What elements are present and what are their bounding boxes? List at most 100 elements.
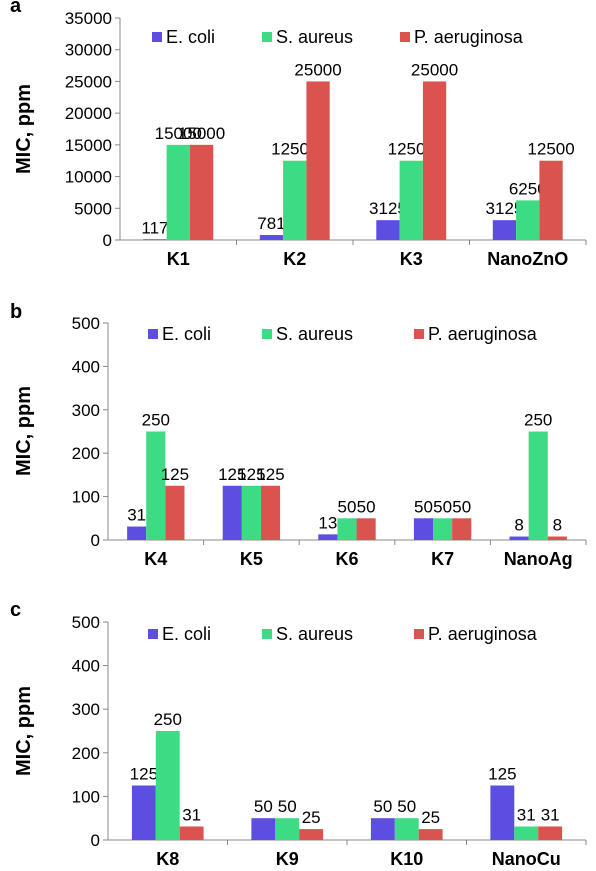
bar-s-aureus	[394, 818, 419, 840]
data-label: 31	[517, 805, 536, 824]
data-label: 250	[142, 411, 170, 430]
legend-label: P. aeruginosa	[414, 27, 524, 47]
data-label: 50	[373, 797, 392, 816]
y-tick-label: 0	[91, 831, 100, 850]
bar-p-aeruginosa	[538, 826, 563, 840]
data-label: 125	[130, 765, 158, 784]
bar-p-aeruginosa	[356, 518, 376, 540]
y-tick-label: 0	[103, 231, 112, 250]
data-label: 15000	[178, 124, 225, 143]
legend-swatch	[414, 329, 424, 339]
data-label: 3125	[369, 199, 407, 218]
bar-p-aeruginosa	[165, 485, 185, 540]
legend-swatch	[262, 329, 272, 339]
data-label: 6250	[509, 179, 547, 198]
legend-label: S. aureus	[276, 324, 353, 344]
y-tick-label: 100	[72, 787, 100, 806]
legend-swatch	[400, 32, 410, 42]
data-label: 8	[553, 516, 562, 535]
y-axis-label: MIC, ppm	[13, 84, 35, 174]
bar-s-aureus	[155, 731, 180, 840]
data-label: 50	[338, 497, 357, 516]
bar-s-aureus	[241, 485, 261, 540]
legend-swatch	[152, 32, 162, 42]
bar-s-aureus	[275, 818, 300, 840]
data-label: 3125	[486, 199, 524, 218]
y-tick-label: 400	[72, 357, 100, 376]
data-label: 125	[161, 465, 189, 484]
data-label: 8	[514, 516, 523, 535]
legend-label: S. aureus	[276, 624, 353, 644]
x-tick-label: K4	[144, 549, 167, 569]
bar-e-coli	[509, 536, 529, 540]
bar-s-aureus	[337, 518, 357, 540]
bar-s-aureus	[516, 200, 540, 240]
data-label: 25000	[294, 60, 341, 79]
bar-p-aeruginosa	[452, 518, 472, 540]
bar-e-coli	[251, 818, 276, 840]
bar-e-coli	[127, 526, 147, 540]
y-tick-label: 10000	[65, 168, 112, 187]
x-tick-label: NanoZnO	[487, 249, 568, 269]
legend-label: P. aeruginosa	[428, 324, 538, 344]
data-label: 50	[433, 497, 452, 516]
legend-swatch	[262, 32, 272, 42]
data-label: 25000	[411, 60, 458, 79]
bar-p-aeruginosa	[189, 144, 214, 240]
bar-s-aureus	[514, 826, 539, 840]
legend-label: E. coli	[162, 324, 211, 344]
x-tick-label: NanoCu	[492, 849, 561, 869]
bar-e-coli	[131, 785, 156, 840]
legend-label: E. coli	[166, 27, 215, 47]
data-label: 117	[141, 218, 168, 237]
x-tick-label: K2	[283, 249, 306, 269]
bar-p-aeruginosa	[299, 829, 324, 840]
data-label: 50	[452, 497, 471, 516]
y-tick-label: 25000	[65, 72, 112, 91]
data-label: 25	[421, 808, 440, 827]
y-tick-label: 200	[72, 744, 100, 763]
data-label: 31	[127, 506, 146, 525]
bar-p-aeruginosa	[306, 81, 330, 240]
y-tick-label: 5000	[74, 199, 112, 218]
y-tick-label: 20000	[65, 104, 112, 123]
y-tick-label: 15000	[65, 136, 112, 155]
y-tick-label: 500	[72, 314, 100, 333]
panel-label: c	[10, 599, 21, 621]
bar-p-aeruginosa	[422, 81, 447, 240]
bar-e-coli	[143, 239, 167, 240]
y-tick-label: 30000	[65, 41, 112, 60]
data-label: 125	[488, 765, 516, 784]
x-tick-label: K3	[400, 249, 423, 269]
chart-panel-a: a MIC, ppm 0 5000 10000 15000 20000 25000 30000 3…	[10, 0, 587, 269]
x-tick-label: K5	[240, 549, 263, 569]
bar-p-aeruginosa	[547, 536, 567, 540]
bar-e-coli	[490, 785, 515, 840]
data-label: 12500	[527, 140, 574, 159]
bar-e-coli	[413, 518, 434, 540]
data-label: 50	[254, 797, 273, 816]
y-tick-label: 300	[72, 700, 100, 719]
y-tick-label: 0	[91, 531, 100, 550]
y-tick-label: 200	[72, 444, 100, 463]
y-tick-label: 500	[72, 613, 100, 632]
data-label: 31	[541, 805, 560, 824]
x-tick-label: K1	[167, 249, 190, 269]
data-label: 50	[397, 797, 416, 816]
bar-s-aureus	[528, 431, 548, 540]
data-label: 50	[414, 497, 433, 516]
y-axis-label: MIC, ppm	[13, 686, 35, 776]
bar-e-coli	[370, 818, 395, 840]
data-label: 13	[318, 513, 337, 532]
bar-p-aeruginosa	[418, 829, 443, 840]
data-label: 250	[154, 710, 182, 729]
y-tick-label: 100	[72, 488, 100, 507]
chart-panel-c: c MIC, ppm 0 100 200 300 400 500 K8 125 250 31 K9 50 5…	[10, 599, 587, 869]
bar-s-aureus	[433, 518, 453, 540]
bar-p-aeruginosa	[539, 160, 563, 240]
panel-label: a	[10, 0, 22, 17]
y-tick-label: 400	[72, 657, 100, 676]
bar-e-coli	[492, 220, 517, 240]
data-label: 250	[524, 411, 552, 430]
